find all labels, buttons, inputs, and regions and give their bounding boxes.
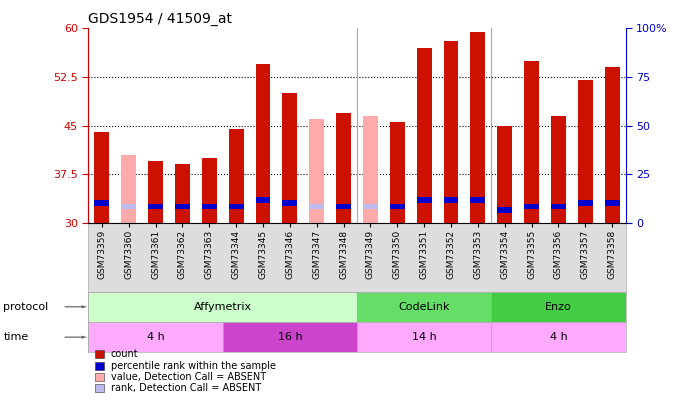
Bar	[417, 197, 432, 203]
Bar	[223, 322, 357, 352]
Bar	[202, 158, 217, 223]
Bar	[202, 204, 217, 209]
Bar	[551, 116, 566, 223]
Bar	[471, 32, 486, 223]
Bar	[357, 292, 491, 322]
Bar	[443, 197, 458, 203]
Bar	[88, 292, 357, 322]
Bar	[390, 204, 405, 209]
Bar	[578, 200, 593, 206]
Bar	[282, 93, 297, 223]
Bar	[309, 119, 324, 223]
Bar	[492, 322, 626, 352]
Bar	[471, 197, 486, 203]
Bar	[256, 197, 271, 203]
Text: Affymetrix: Affymetrix	[194, 302, 252, 312]
Bar	[492, 292, 626, 322]
Text: percentile rank within the sample: percentile rank within the sample	[111, 361, 276, 371]
Bar	[524, 204, 539, 209]
Text: protocol: protocol	[3, 302, 49, 312]
Bar	[390, 122, 405, 223]
Bar	[228, 129, 243, 223]
Bar	[88, 322, 223, 352]
Bar	[228, 204, 243, 209]
Text: 16 h: 16 h	[277, 332, 302, 342]
Bar	[605, 200, 619, 206]
Bar	[95, 132, 109, 223]
Bar	[524, 61, 539, 223]
Bar	[417, 48, 432, 223]
Text: 4 h: 4 h	[147, 332, 165, 342]
Bar	[497, 207, 512, 213]
Bar	[336, 113, 351, 223]
Text: rank, Detection Call = ABSENT: rank, Detection Call = ABSENT	[111, 384, 261, 393]
Text: GDS1954 / 41509_at: GDS1954 / 41509_at	[88, 12, 233, 26]
Bar	[605, 67, 619, 223]
Bar	[95, 200, 109, 206]
Bar	[336, 204, 351, 209]
Bar	[551, 204, 566, 209]
Bar	[578, 80, 593, 223]
Bar	[282, 200, 297, 206]
Text: CodeLink: CodeLink	[398, 302, 450, 312]
Bar	[256, 64, 271, 223]
Bar	[121, 155, 136, 223]
Text: value, Detection Call = ABSENT: value, Detection Call = ABSENT	[111, 372, 266, 382]
Bar	[309, 204, 324, 209]
Bar	[121, 204, 136, 209]
Text: 4 h: 4 h	[549, 332, 567, 342]
Text: Enzo: Enzo	[545, 302, 572, 312]
Bar	[148, 161, 163, 223]
Bar	[175, 164, 190, 223]
Bar	[357, 322, 491, 352]
Bar	[443, 41, 458, 223]
Text: count: count	[111, 350, 139, 359]
Bar	[148, 204, 163, 209]
Bar	[363, 116, 378, 223]
Bar	[175, 204, 190, 209]
Text: 14 h: 14 h	[412, 332, 437, 342]
Bar	[363, 204, 378, 209]
Text: time: time	[3, 332, 29, 342]
Bar	[497, 126, 512, 223]
